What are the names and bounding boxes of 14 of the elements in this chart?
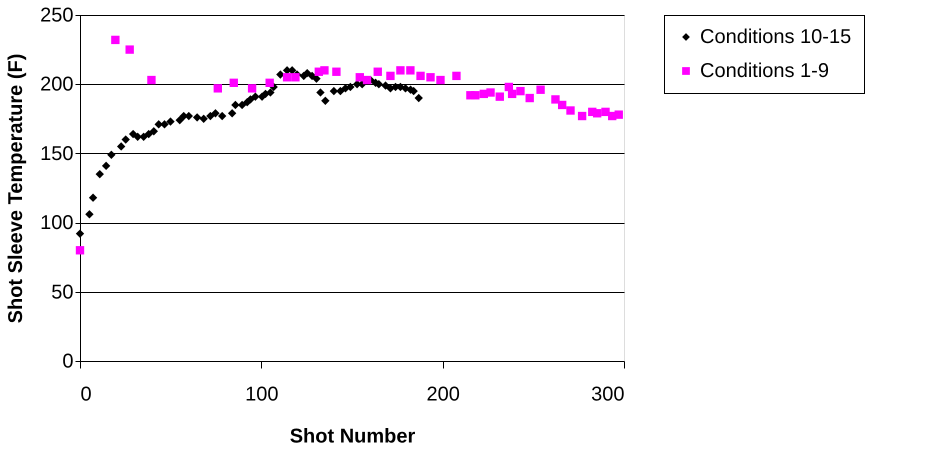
legend-label: Conditions 10-15 <box>700 26 852 48</box>
y-tick-label: 200 <box>40 74 74 96</box>
y-tick-label: 250 <box>40 4 74 26</box>
y-tick-label: 100 <box>40 212 74 234</box>
y-tick-label: 50 <box>51 281 74 304</box>
x-tick-label: 200 <box>426 384 460 406</box>
y-tick-label: 0 <box>62 350 74 372</box>
x-axis-title: Shot Number <box>290 426 416 448</box>
y-axis-title: Shot Sleeve Temperature (F) <box>5 54 28 324</box>
y-tick-label: 150 <box>40 142 74 165</box>
x-tick-label: 0 <box>80 384 92 406</box>
x-tick-label: 100 <box>245 384 279 406</box>
legend-label: Conditions 1-9 <box>700 60 829 82</box>
x-tick-label: 300 <box>591 384 624 406</box>
